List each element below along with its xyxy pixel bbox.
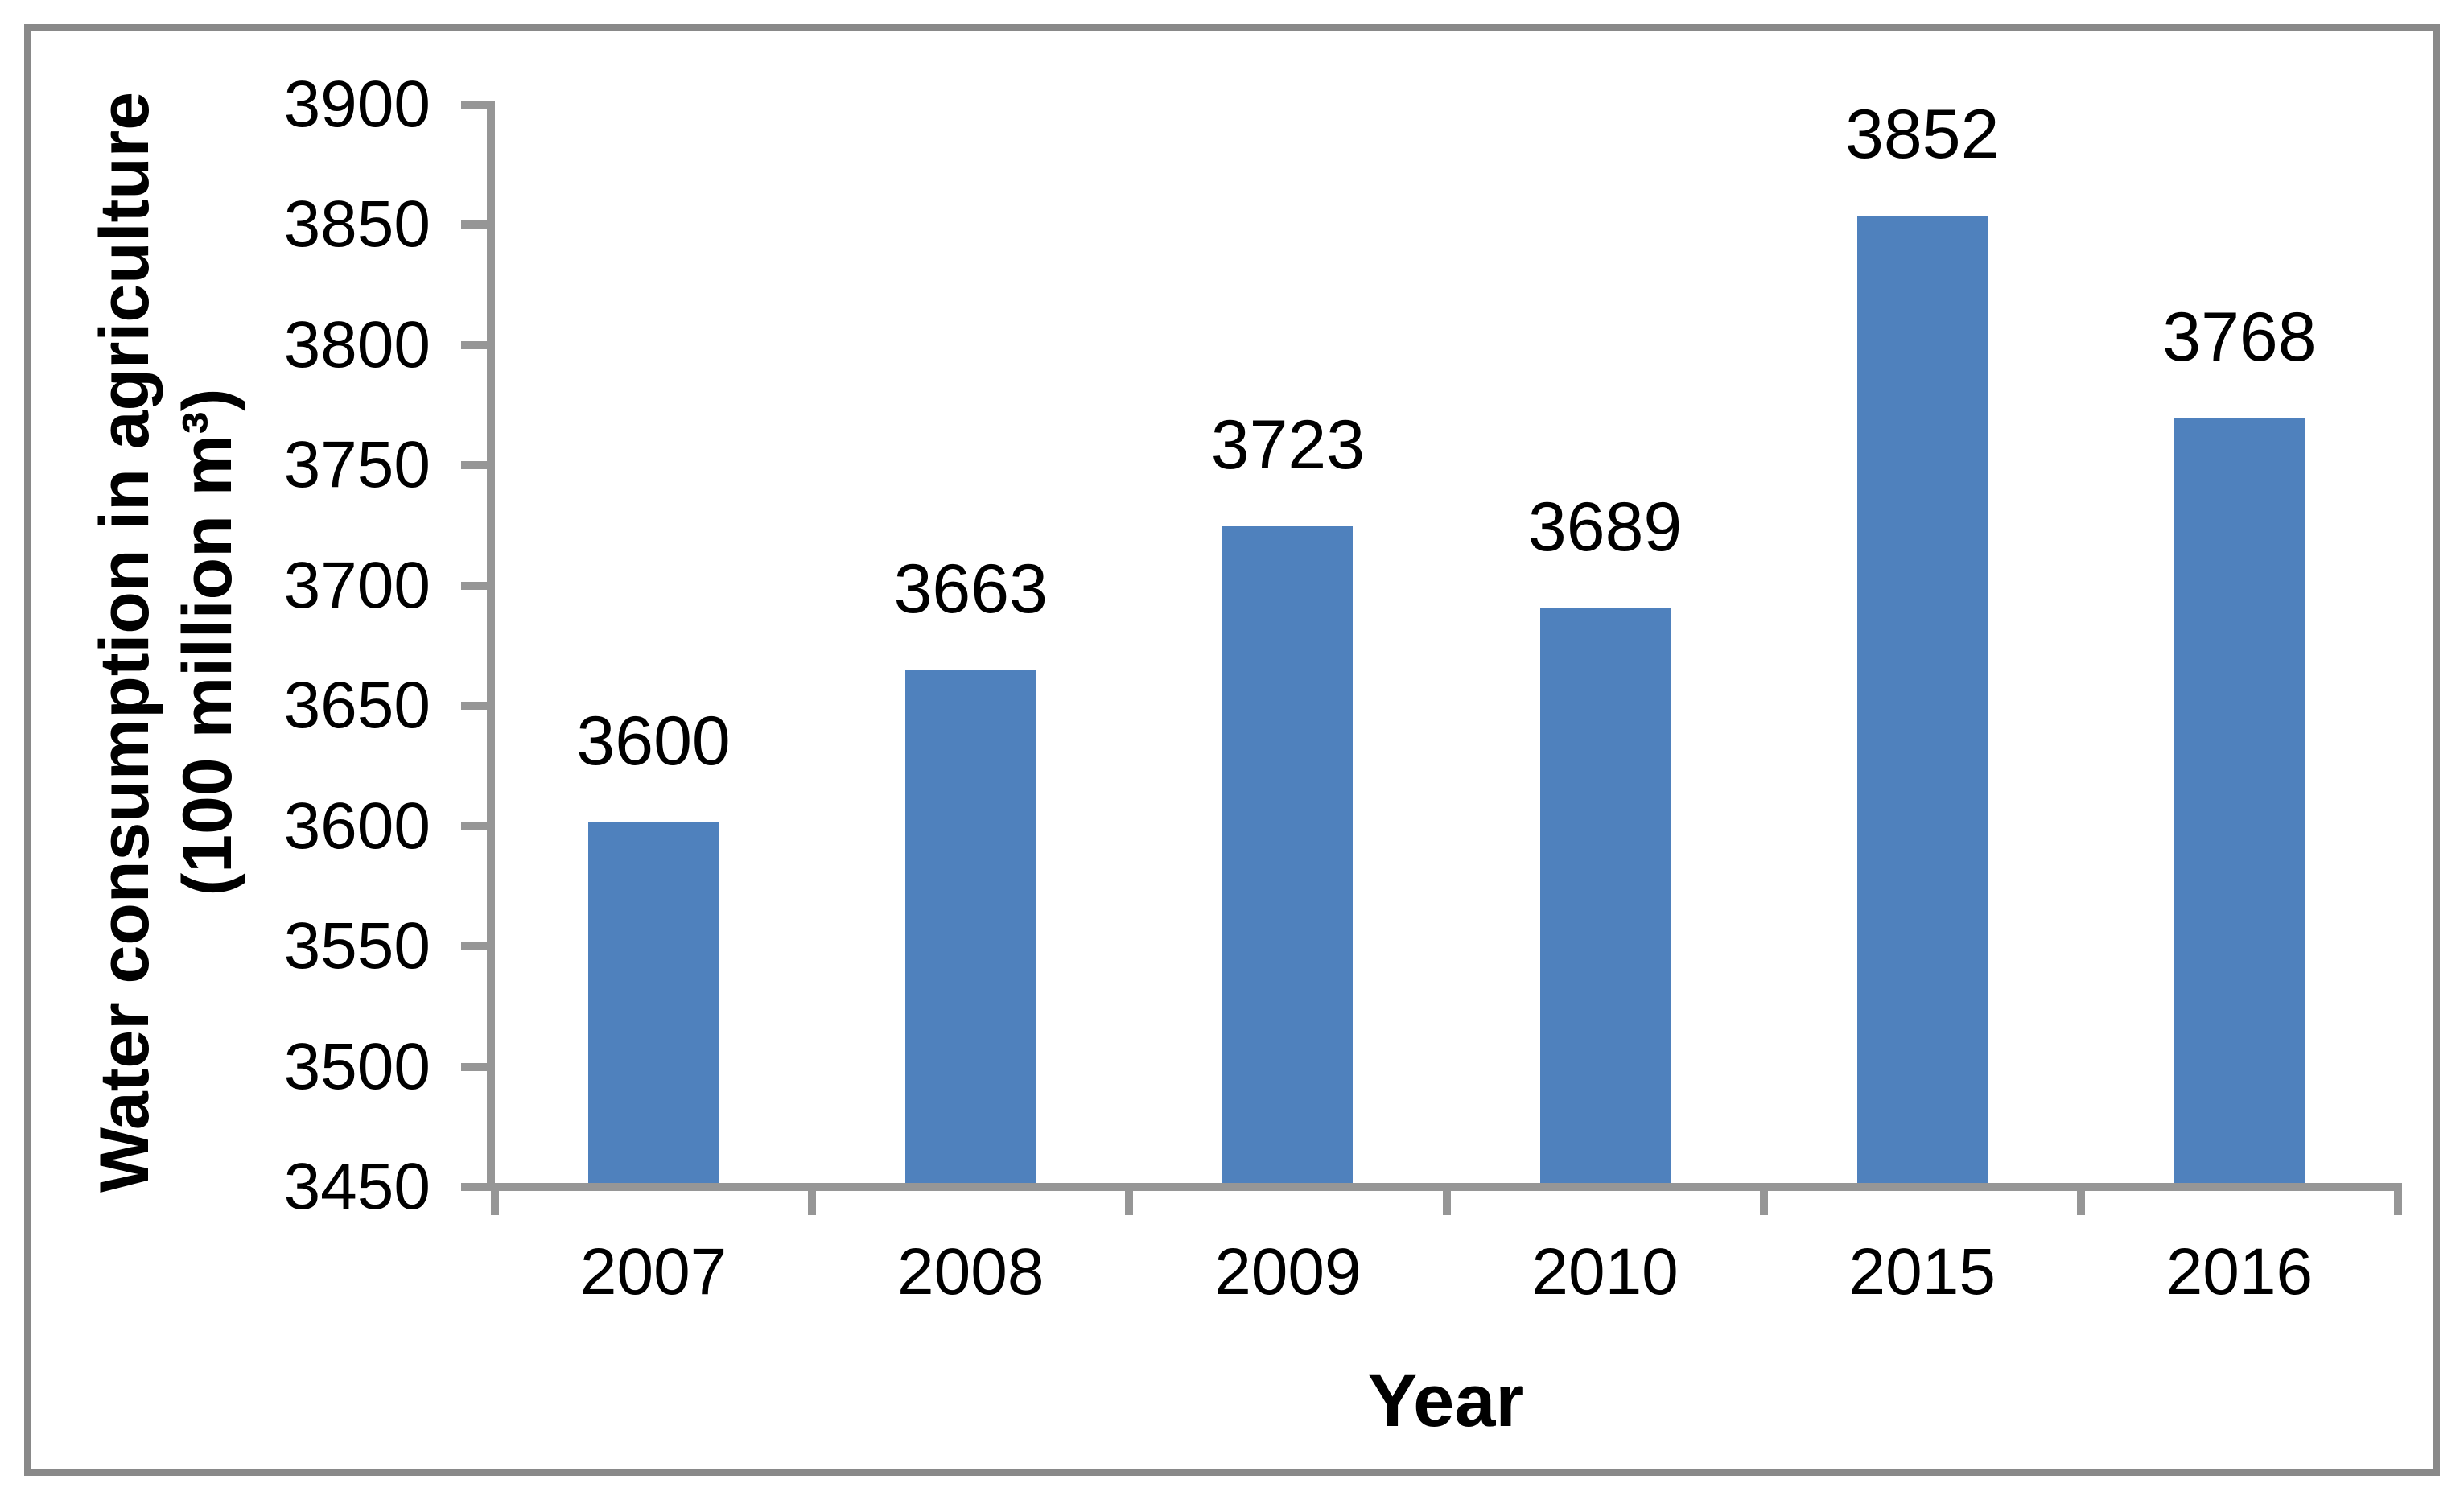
- x-axis-category-label: 2009: [1214, 1235, 1362, 1308]
- x-axis-category-label: 2007: [579, 1235, 727, 1308]
- y-axis-tick-label: 3700: [283, 548, 431, 622]
- x-axis-category-label: 2008: [897, 1235, 1045, 1308]
- bar-2015: [1856, 216, 1988, 1183]
- x-axis-tick: [491, 1191, 499, 1215]
- bar-value-label: 3600: [576, 702, 731, 780]
- y-axis-title-line-2: (100 million m³): [169, 388, 247, 896]
- y-axis-tick: [461, 702, 487, 711]
- x-axis-title: Year: [1367, 1360, 1525, 1442]
- y-axis-title-line-1: Water consumption in agriculture: [86, 91, 163, 1193]
- y-axis-tick: [461, 101, 487, 109]
- y-axis-tick-label: 3850: [283, 188, 431, 262]
- y-axis-tick: [461, 581, 487, 590]
- bar-2009: [1222, 526, 1354, 1183]
- x-axis-tick: [808, 1191, 817, 1215]
- y-axis-tick: [461, 942, 487, 951]
- y-axis-tick-label: 3550: [283, 909, 431, 983]
- y-axis-tick-label: 3650: [283, 669, 431, 743]
- y-axis-tick: [461, 220, 487, 229]
- bar-2008: [905, 670, 1036, 1183]
- y-axis-tick: [461, 461, 487, 470]
- bar-2010: [1539, 608, 1671, 1183]
- y-axis-tick-label: 3450: [283, 1150, 431, 1223]
- x-axis-tick: [1442, 1191, 1451, 1215]
- bar-value-label: 3723: [1210, 406, 1366, 484]
- y-axis-line: [487, 101, 495, 1191]
- y-axis-tick-label: 3600: [283, 789, 431, 863]
- bar-value-label: 3852: [1845, 96, 2000, 174]
- bar-2007: [588, 822, 719, 1183]
- y-axis-tick: [461, 340, 487, 349]
- x-axis-tick: [1125, 1191, 1134, 1215]
- x-axis-line: [487, 1183, 2402, 1191]
- y-axis-tick: [461, 1062, 487, 1071]
- y-axis-title: Water consumption in agriculture (100 mi…: [84, 0, 254, 1286]
- x-axis-category-label: 2016: [2165, 1235, 2314, 1308]
- x-axis-tick: [2076, 1191, 2085, 1215]
- x-axis-tick: [2394, 1191, 2402, 1215]
- y-axis-tick-label: 3900: [283, 68, 431, 141]
- y-axis-tick: [461, 1183, 487, 1191]
- y-axis-tick-label: 3750: [283, 428, 431, 502]
- x-axis-tick: [1759, 1191, 1768, 1215]
- y-axis-tick-label: 3800: [283, 307, 431, 381]
- y-axis-tick-label: 3500: [283, 1029, 431, 1103]
- bar-value-label: 3689: [1527, 488, 1683, 566]
- y-axis-tick: [461, 822, 487, 830]
- bar-2016: [2174, 418, 2305, 1183]
- x-axis-category-label: 2015: [1848, 1235, 1996, 1308]
- bar-value-label: 3768: [2162, 298, 2317, 376]
- x-axis-category-label: 2010: [1531, 1235, 1679, 1308]
- bar-value-label: 3663: [893, 550, 1048, 628]
- chart-border-frame: [24, 24, 2440, 1476]
